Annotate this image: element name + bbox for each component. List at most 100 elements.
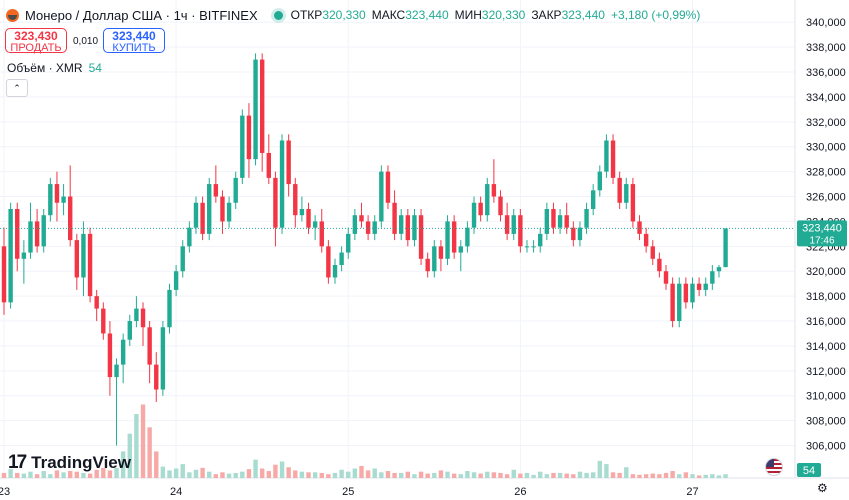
volume-bar bbox=[432, 472, 437, 478]
volume-bar bbox=[624, 467, 629, 478]
candle-body bbox=[650, 246, 655, 259]
volume-bar bbox=[524, 472, 530, 478]
candle-body bbox=[332, 265, 338, 278]
candle-body bbox=[531, 246, 536, 248]
candle-body bbox=[577, 227, 583, 241]
volume-bar bbox=[74, 471, 80, 478]
candle-body bbox=[412, 215, 417, 241]
y-tick-label: 318,000 bbox=[806, 291, 846, 303]
volume-legend[interactable]: Объём · XMR 54 bbox=[7, 61, 102, 75]
volume-bar bbox=[34, 474, 40, 478]
last-price-label: 323,440 bbox=[802, 222, 842, 234]
candle-body bbox=[471, 202, 477, 228]
volume-bar bbox=[696, 475, 702, 478]
y-tick-label: 326,000 bbox=[806, 192, 846, 204]
volume-bar bbox=[683, 472, 689, 478]
candle-body bbox=[8, 208, 13, 303]
volume-bar bbox=[259, 468, 265, 478]
volume-axis-label: 54 bbox=[803, 465, 815, 477]
open-label: ОТКР bbox=[290, 8, 323, 22]
volume-bar bbox=[107, 470, 113, 478]
volume-bar bbox=[465, 471, 470, 478]
candle-body bbox=[68, 196, 73, 241]
candle-body bbox=[180, 246, 185, 272]
spread-value: 0,010 bbox=[73, 36, 99, 47]
candle-body bbox=[226, 202, 232, 222]
candle-body bbox=[365, 221, 371, 234]
settings-gear-icon[interactable]: ⚙ bbox=[817, 481, 828, 495]
volume-bar bbox=[677, 474, 682, 478]
volume-bar bbox=[418, 471, 424, 478]
tradingview-logo[interactable]: 17 TradingView bbox=[8, 452, 131, 474]
x-tick-label: 24 bbox=[170, 486, 182, 498]
volume-bar bbox=[187, 472, 192, 478]
volume-bar bbox=[220, 472, 225, 478]
candle-body bbox=[81, 233, 86, 278]
candle-body bbox=[438, 246, 444, 259]
volume-bar bbox=[8, 469, 13, 478]
volume-bar bbox=[61, 472, 66, 478]
countdown-label: 17:46 bbox=[809, 235, 834, 246]
volume-bar bbox=[531, 474, 536, 478]
candle-body bbox=[677, 283, 682, 322]
chart-header: Монеро / Доллар США · 1ч · BITFINEX ОТКР… bbox=[6, 5, 700, 25]
volume-bar bbox=[140, 404, 146, 478]
volume-bar bbox=[630, 474, 636, 478]
sell-button[interactable]: 323,430 ПРОДАТЬ bbox=[5, 28, 67, 54]
tradingview-mark-icon: 17 bbox=[8, 452, 27, 473]
change-value: +3,180 (+0,99%) bbox=[610, 8, 701, 22]
buy-price: 323,440 bbox=[112, 29, 156, 43]
volume-bar bbox=[485, 471, 490, 478]
volume-bar bbox=[154, 451, 159, 478]
close-value: 323,440 bbox=[561, 8, 605, 22]
y-tick-label: 332,000 bbox=[806, 117, 846, 129]
candle-body bbox=[491, 184, 497, 197]
candle-body bbox=[696, 283, 702, 290]
y-tick-label: 314,000 bbox=[806, 341, 846, 353]
volume-bar bbox=[451, 473, 457, 478]
volume-bar bbox=[54, 470, 60, 478]
candle-body bbox=[544, 208, 550, 234]
y-tick-label: 330,000 bbox=[806, 142, 846, 154]
volume-bar bbox=[425, 473, 430, 478]
candle-body bbox=[101, 308, 106, 334]
buy-button[interactable]: 323,440 КУПИТЬ bbox=[103, 28, 165, 54]
volume-bar bbox=[604, 464, 609, 478]
volume-bar bbox=[160, 466, 166, 478]
volume-bar bbox=[723, 474, 728, 478]
candle-body bbox=[187, 227, 192, 247]
collapse-chevron-up-icon[interactable]: ⌃ bbox=[6, 79, 28, 97]
high-label: МАКС bbox=[371, 8, 406, 22]
volume-bar bbox=[584, 472, 589, 478]
candle-body bbox=[584, 208, 589, 228]
volume-bar bbox=[518, 473, 523, 478]
volume-bar bbox=[246, 469, 252, 478]
volume-bar bbox=[299, 471, 305, 478]
candle-body bbox=[160, 327, 166, 390]
candle-body bbox=[610, 140, 616, 178]
candle-body bbox=[604, 140, 609, 172]
candle-body bbox=[286, 140, 291, 185]
high-value: 323,440 bbox=[405, 8, 449, 22]
candle-body bbox=[312, 221, 318, 228]
y-tick-label: 316,000 bbox=[806, 316, 846, 328]
volume-bar bbox=[690, 474, 695, 478]
volume-bar bbox=[173, 468, 179, 478]
candle-body bbox=[319, 221, 324, 247]
volume-bar bbox=[339, 469, 344, 478]
y-tick-label: 340,000 bbox=[806, 17, 846, 29]
candle-body bbox=[703, 283, 708, 290]
candle-body bbox=[140, 308, 146, 328]
candle-body bbox=[352, 215, 358, 234]
volume-bar bbox=[21, 473, 27, 478]
volume-bar bbox=[120, 451, 126, 478]
volume-bar bbox=[15, 472, 20, 478]
us-flag-icon[interactable] bbox=[765, 458, 783, 476]
y-tick-label: 306,000 bbox=[806, 441, 846, 453]
candle-body bbox=[259, 59, 265, 153]
candle-body bbox=[54, 184, 60, 203]
candle-body bbox=[432, 246, 437, 272]
volume-bar bbox=[637, 474, 642, 478]
symbol-title[interactable]: Монеро / Доллар США · 1ч · BITFINEX bbox=[25, 7, 258, 23]
